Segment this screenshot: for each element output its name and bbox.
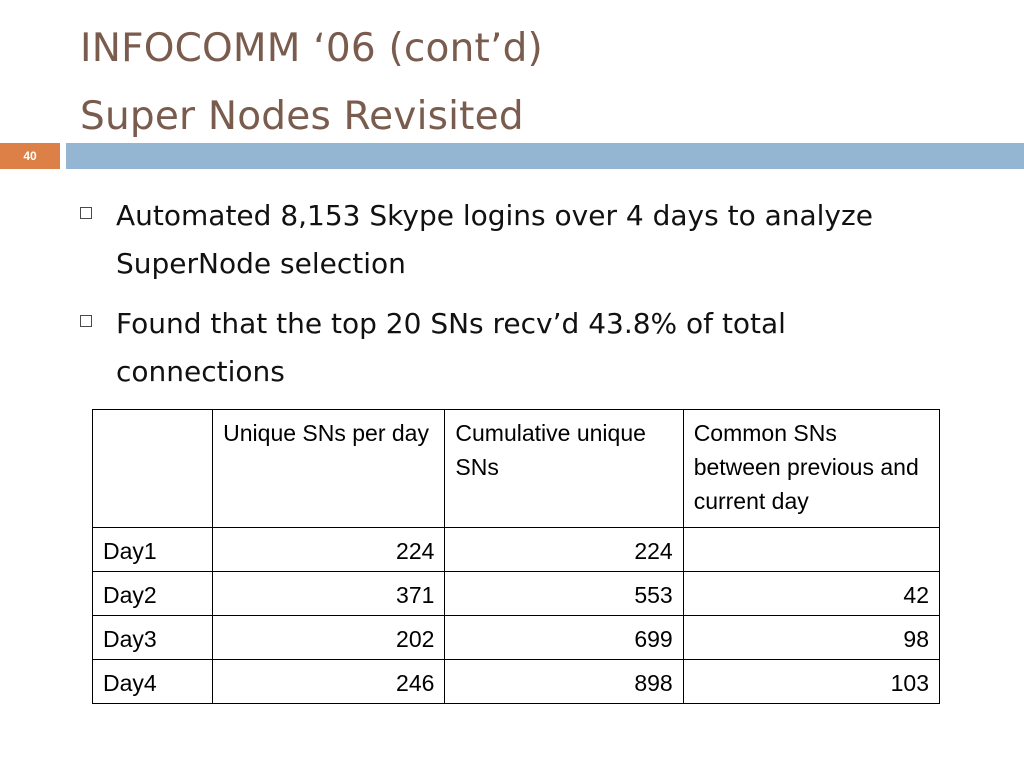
cumulative-sns-cell: 699: [444, 615, 684, 660]
common-sns-cell: [682, 527, 941, 572]
table-header-cell: Cumulative unique SNs: [444, 409, 684, 528]
hollow-square-bullet-icon: [80, 207, 92, 219]
common-sns-cell: 42: [682, 571, 941, 616]
supernode-table: Unique SNs per day Cumulative unique SNs…: [91, 409, 941, 704]
day-label-cell: Day1: [91, 527, 214, 572]
table-header-cell: [91, 409, 214, 528]
table-row: Day1 224 224: [91, 527, 941, 572]
table-header-row: Unique SNs per day Cumulative unique SNs…: [91, 409, 941, 528]
slide-number: 40: [0, 143, 60, 169]
slide-title: INFOCOMM ‘06 (cont’d): [80, 26, 543, 71]
day-label-cell: Day2: [91, 571, 214, 616]
bullet-text: Automated 8,153 Skype logins over 4 days…: [116, 199, 873, 280]
cumulative-sns-cell: 553: [444, 571, 684, 616]
table-row: Day3 202 699 98: [91, 615, 941, 660]
table-row: Day2 371 553 42: [91, 571, 941, 616]
table-header-cell: Unique SNs per day: [212, 409, 446, 528]
common-sns-cell: 98: [682, 615, 941, 660]
unique-sns-cell: 371: [212, 571, 446, 616]
common-sns-cell: 103: [682, 659, 941, 704]
day-label-cell: Day4: [91, 659, 214, 704]
table-row: Day4 246 898 103: [91, 659, 941, 704]
cumulative-sns-cell: 898: [444, 659, 684, 704]
unique-sns-cell: 246: [212, 659, 446, 704]
slide-subtitle: Super Nodes Revisited: [80, 94, 524, 139]
unique-sns-cell: 224: [212, 527, 446, 572]
table-header-cell: Common SNs between previous and current …: [682, 409, 941, 528]
day-label-cell: Day3: [91, 615, 214, 660]
header-bar: [66, 143, 1024, 169]
bullet-text: Found that the top 20 SNs recv’d 43.8% o…: [116, 307, 786, 388]
cumulative-sns-cell: 224: [444, 527, 684, 572]
unique-sns-cell: 202: [212, 615, 446, 660]
hollow-square-bullet-icon: [80, 315, 92, 327]
